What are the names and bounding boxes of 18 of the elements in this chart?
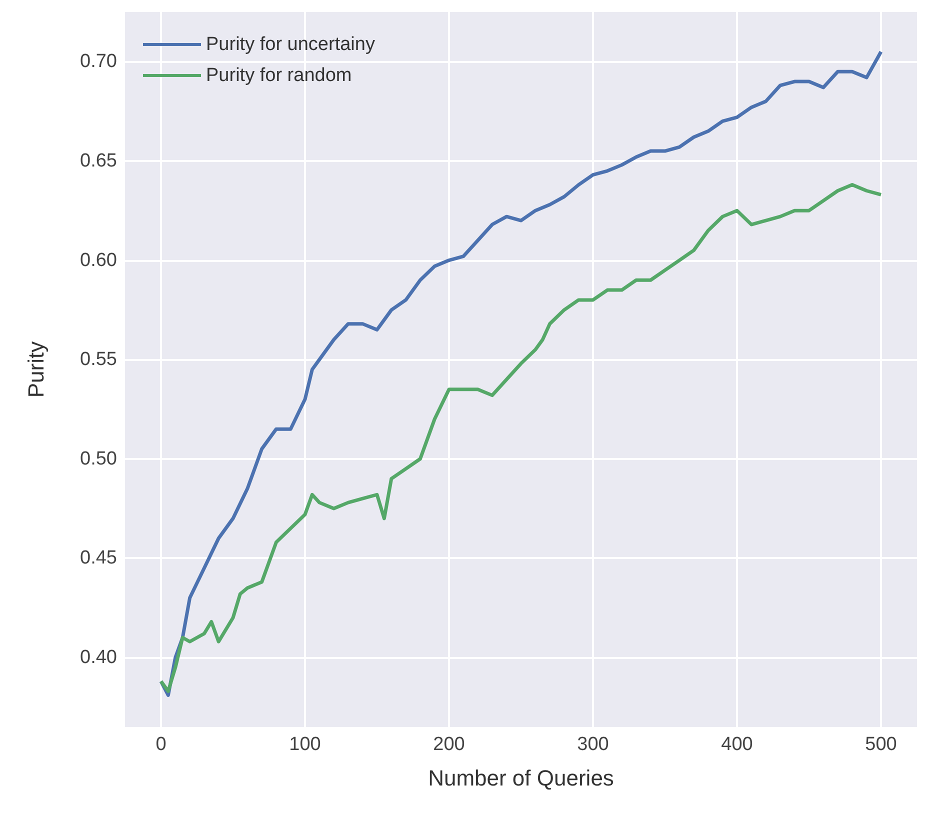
y-tick-label: 0.70 [80,51,117,72]
y-tick-label: 0.60 [80,250,117,271]
x-tick-label: 400 [721,734,753,755]
x-tick-label: 200 [433,734,465,755]
x-tick-label: 500 [865,734,897,755]
y-tick-label: 0.50 [80,448,117,470]
x-tick-label: 100 [289,734,321,755]
legend-label: Purity for uncertainy [206,34,376,55]
x-axis-title: Number of Queries [428,766,614,790]
x-tick-label: 0 [156,734,166,755]
line-series [159,183,883,693]
y-tick-label: 0.40 [80,646,117,668]
y-tick-label: 0.55 [80,349,117,370]
x-tick-label: 300 [577,734,609,755]
y-tick-label: 0.45 [80,548,117,569]
y-tick-label: 0.65 [80,150,117,172]
y-axis-title: Purity [24,341,48,398]
legend-label: Purity for random [206,65,352,86]
